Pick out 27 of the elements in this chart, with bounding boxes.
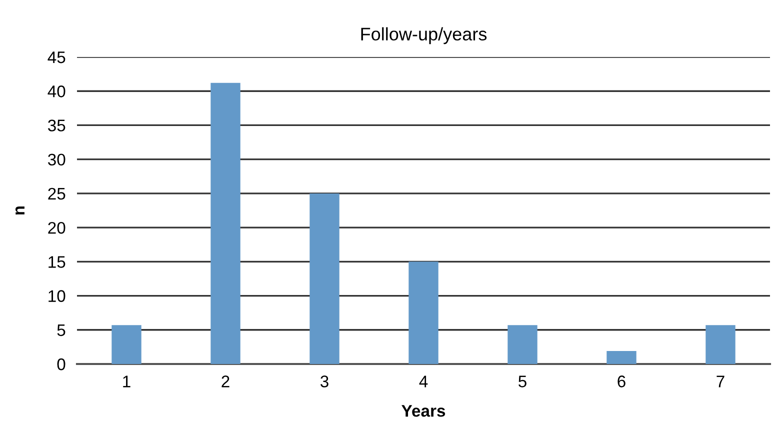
y-tick-label: 5 xyxy=(57,324,66,336)
y-tick-label: 25 xyxy=(48,188,66,200)
y-tick-label: 0 xyxy=(57,358,66,370)
bar xyxy=(310,193,340,364)
bar xyxy=(606,351,636,364)
x-tick-label: 6 xyxy=(618,376,626,388)
y-tick-label: 10 xyxy=(48,290,66,302)
y-tick-label: 30 xyxy=(48,154,66,166)
x-tick-label: 5 xyxy=(518,376,526,388)
bar xyxy=(112,325,142,364)
bar xyxy=(508,325,538,364)
x-tick-label: 7 xyxy=(716,376,724,388)
y-tick-label: 45 xyxy=(48,52,66,64)
x-tick-label: 3 xyxy=(320,376,328,388)
y-tick-label: 20 xyxy=(48,222,66,234)
bar xyxy=(408,262,438,364)
x-tick-label: 4 xyxy=(419,376,428,388)
y-tick-label: 35 xyxy=(48,120,66,132)
chart-title: Follow-up/years xyxy=(361,27,487,44)
x-tick-label: 2 xyxy=(222,376,230,388)
x-axis-title: Years xyxy=(402,405,446,417)
bar xyxy=(706,325,736,364)
y-axis-title: n xyxy=(15,206,24,214)
bar xyxy=(210,82,240,364)
y-tick-label: 40 xyxy=(48,86,66,98)
y-tick-label: 15 xyxy=(48,256,66,268)
x-tick-label: 1 xyxy=(123,376,130,388)
